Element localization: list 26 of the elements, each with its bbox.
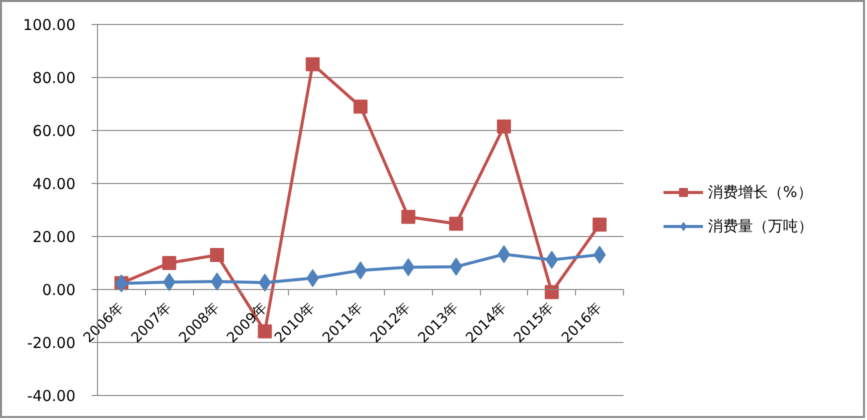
legend-label: 消费增长（%） [708, 182, 812, 202]
point [258, 324, 272, 338]
y-tick-label: 40.00 [32, 175, 76, 193]
y-tick-label: 0.00 [42, 281, 76, 299]
point [593, 246, 606, 264]
point [354, 261, 367, 280]
point [258, 274, 272, 292]
y-tick-label: -20.00 [27, 334, 76, 352]
point [544, 285, 559, 300]
point [306, 57, 320, 72]
y-tick-label: 80.00 [32, 69, 76, 87]
point [210, 272, 224, 291]
point [354, 100, 368, 114]
legend-label: 消费量（万吨） [708, 216, 813, 236]
y-tick-label: 20.00 [32, 228, 76, 246]
point [401, 210, 416, 224]
y-tick-label: -40.00 [27, 387, 76, 405]
point [450, 258, 462, 276]
y-tick-label: 100.00 [23, 16, 76, 34]
y-tick-label: 60.00 [32, 122, 76, 140]
point [162, 256, 176, 270]
point [210, 248, 224, 262]
point [496, 120, 511, 134]
point [449, 216, 464, 231]
point [498, 245, 510, 264]
point [592, 218, 607, 232]
